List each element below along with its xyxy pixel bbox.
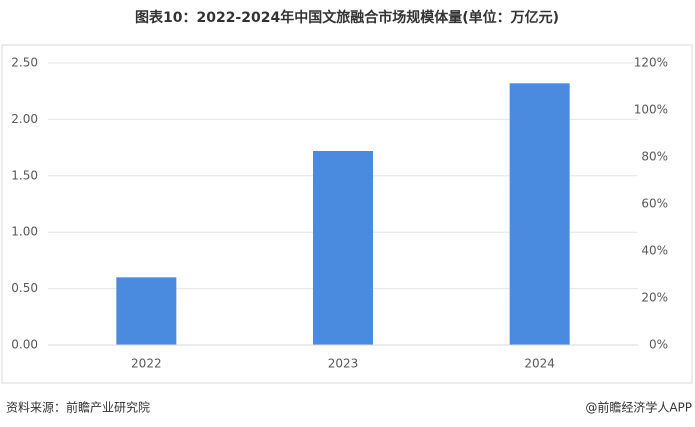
y2-tick-label: 20% — [641, 291, 668, 305]
credit: @前瞻经济学人APP — [585, 400, 692, 415]
y-tick-label: 1.00 — [11, 225, 38, 239]
x-tick-label: 2023 — [328, 357, 359, 371]
y2-tick-label: 100% — [634, 103, 668, 117]
y-tick-label: 0.50 — [11, 281, 38, 295]
y-tick-label: 0.00 — [11, 338, 38, 352]
y-tick-label: 2.50 — [11, 56, 38, 70]
y2-tick-label: 80% — [641, 150, 668, 164]
bar — [116, 277, 177, 345]
bar — [313, 150, 373, 345]
y2-tick-label: 60% — [641, 197, 668, 211]
y2-tick-label: 120% — [634, 56, 668, 70]
y-tick-label: 1.50 — [11, 168, 38, 182]
y2-tick-label: 0% — [649, 338, 668, 352]
chart-title: 图表10：2022-2024年中国文旅融合市场规模体量(单位：万亿元) — [135, 9, 559, 26]
y-tick-label: 2.00 — [11, 112, 38, 126]
chart-frame — [1, 44, 693, 384]
bar — [509, 83, 570, 345]
source: 资料来源：前瞻产业研究院 — [6, 400, 150, 415]
y2-tick-label: 40% — [641, 244, 668, 258]
x-tick-label: 2024 — [524, 357, 555, 371]
x-tick-label: 2022 — [131, 357, 162, 371]
